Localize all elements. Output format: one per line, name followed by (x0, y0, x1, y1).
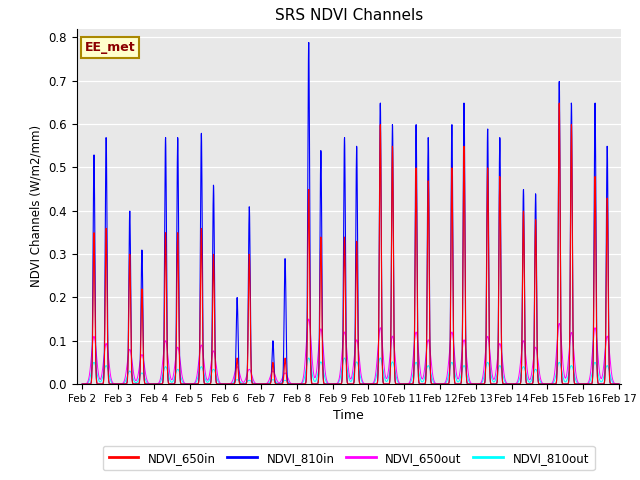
Title: SRS NDVI Channels: SRS NDVI Channels (275, 9, 423, 24)
Legend: NDVI_650in, NDVI_810in, NDVI_650out, NDVI_810out: NDVI_650in, NDVI_810in, NDVI_650out, NDV… (103, 445, 595, 470)
X-axis label: Time: Time (333, 409, 364, 422)
Y-axis label: NDVI Channels (W/m2/mm): NDVI Channels (W/m2/mm) (30, 125, 43, 288)
Text: EE_met: EE_met (85, 41, 136, 54)
